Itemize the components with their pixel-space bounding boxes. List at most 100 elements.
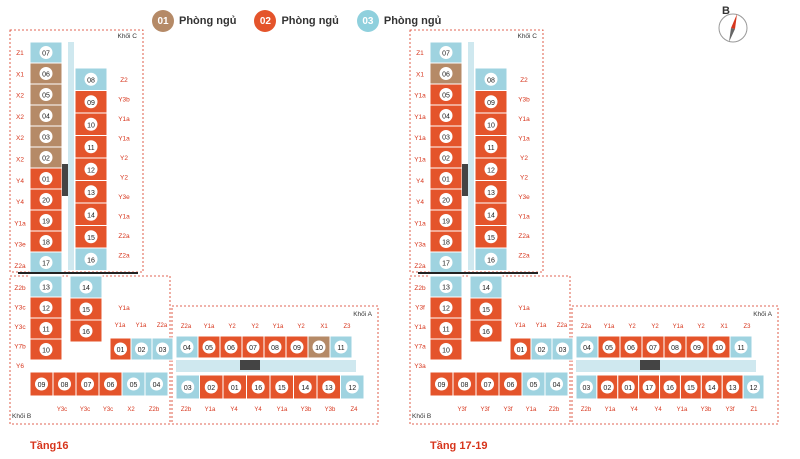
unit-badge-cr-08 (484, 72, 498, 86)
unit-number: 13 (325, 385, 333, 392)
unit-number: 06 (227, 345, 235, 352)
unit-number: 18 (42, 240, 50, 247)
block-a-outline (571, 305, 779, 425)
unit-type-label: Z2a (518, 233, 530, 240)
unit-badge-cl-18 (439, 235, 453, 248)
unit-number: 15 (278, 385, 286, 392)
unit-number: 10 (487, 122, 495, 129)
unit-number: 01 (517, 347, 525, 354)
core-c (462, 164, 468, 196)
unit-type-label: Y1a (118, 116, 130, 123)
unit-type-label: Y1a (526, 407, 537, 413)
unit-badge-at-07 (246, 340, 260, 354)
unit-number: 17 (42, 261, 50, 268)
unit-badge-br-15 (479, 302, 493, 316)
unit-badge-bb-07 (481, 377, 494, 391)
unit-number: 13 (42, 285, 50, 292)
unit-number: 17 (442, 261, 450, 268)
unit-badge-ab-14 (298, 380, 312, 394)
unit-type-label: Y1a (518, 305, 530, 312)
unit-number: 08 (671, 345, 679, 352)
unit-badge-cr-09 (484, 95, 498, 109)
unit-badge-ab-01 (228, 380, 242, 394)
unit-number: 15 (487, 235, 495, 242)
unit-type-label: Z2a (181, 324, 192, 330)
legend-dot-2: 02 (254, 10, 277, 32)
unit-badge-bl-12 (439, 301, 453, 314)
unit-type-label: Y1a (673, 324, 684, 330)
unit-type-label: Y3e (518, 194, 530, 201)
unit-badge-bb-08 (458, 377, 471, 391)
unit-badge-cl-05 (39, 88, 53, 101)
unit-number: 09 (38, 382, 46, 389)
unit-badge-cl-17 (39, 256, 53, 269)
unit-number: 11 (442, 327, 449, 334)
unit-type-label: Z2a (557, 323, 568, 329)
unit-type-label: Z2a (414, 263, 426, 270)
unit-type-label: Y2 (628, 324, 636, 330)
unit-number: 19 (42, 219, 50, 226)
unit-number: 14 (87, 212, 95, 219)
unit-type-label: Y1a (118, 214, 130, 221)
unit-type-label: Z2b (149, 407, 160, 413)
unit-number: 11 (737, 345, 744, 352)
unit-type-label: Z2a (118, 233, 130, 240)
unit-type-label: Z2b (181, 407, 192, 413)
legend: 01 Phòng ngủ 02 Phòng ngủ 03 Phòng ngủ (152, 10, 441, 32)
unit-badge-cl-02 (439, 151, 453, 164)
block-a-label: Khối A (753, 309, 772, 318)
unit-type-label: Z4 (350, 407, 358, 413)
block-c-label: Khối C (517, 31, 537, 40)
unit-badge-at-10 (712, 340, 726, 354)
unit-number: 11 (337, 345, 344, 352)
unit-number: 16 (487, 257, 495, 264)
unit-badge-cl-17 (439, 256, 453, 269)
unit-type-label: Y3c (57, 407, 67, 413)
legend-item-2: 02 Phòng ngủ (254, 10, 339, 32)
unit-number: 01 (117, 347, 125, 354)
unit-type-label: Z1 (416, 50, 424, 57)
unit-number: 02 (442, 156, 450, 163)
unit-badge-cl-06 (39, 67, 53, 80)
unit-badge-ab-12 (345, 380, 359, 394)
unit-type-label: Y3a (414, 363, 426, 370)
unit-type-label: Y3f (503, 407, 512, 413)
unit-type-label: Y3f (415, 305, 425, 312)
unit-number: 05 (205, 345, 213, 352)
unit-badge-ab-03 (181, 380, 195, 394)
unit-badge-bl-12 (39, 301, 53, 314)
unit-type-label: Y3b (118, 97, 130, 104)
unit-type-label: Y4 (16, 178, 24, 185)
unit-badge-cl-07 (39, 46, 53, 59)
unit-type-label: Y1a (273, 324, 284, 330)
unit-badge-ab-13 (322, 380, 336, 394)
unit-type-label: Y1a (414, 220, 426, 227)
unit-badge-bl-13 (39, 280, 53, 293)
unit-badge-cr-12 (484, 162, 498, 176)
legend-label-3: Phòng ngủ (383, 15, 442, 27)
unit-badge-ab-01 (621, 380, 635, 394)
unit-number: 15 (87, 235, 95, 242)
unit-number: 03 (583, 385, 591, 392)
unit-number: 11 (87, 145, 94, 152)
unit-type-label: Y4 (416, 199, 424, 206)
unit-badge-ab-14 (705, 380, 719, 394)
unit-badge-cl-07 (439, 46, 453, 59)
unit-number: 12 (42, 306, 50, 313)
legend-dot-1: 01 (152, 10, 174, 32)
unit-number: 06 (442, 72, 450, 79)
unit-type-label: Y1a (136, 323, 147, 329)
unit-badge-ab-02 (204, 380, 218, 394)
unit-badge-bm-01 (514, 342, 527, 356)
unit-type-label: Y4 (654, 407, 662, 413)
unit-type-label: Y1a (677, 407, 688, 413)
unit-badge-at-06 (624, 340, 638, 354)
unit-number: 16 (254, 385, 262, 392)
unit-badge-bb-09 (435, 377, 448, 391)
unit-type-label: Z1 (16, 50, 24, 57)
unit-number: 07 (42, 51, 50, 58)
unit-type-label: Y3c (80, 407, 90, 413)
unit-type-label: Z2a (118, 253, 130, 260)
unit-badge-cr-14 (84, 207, 98, 221)
